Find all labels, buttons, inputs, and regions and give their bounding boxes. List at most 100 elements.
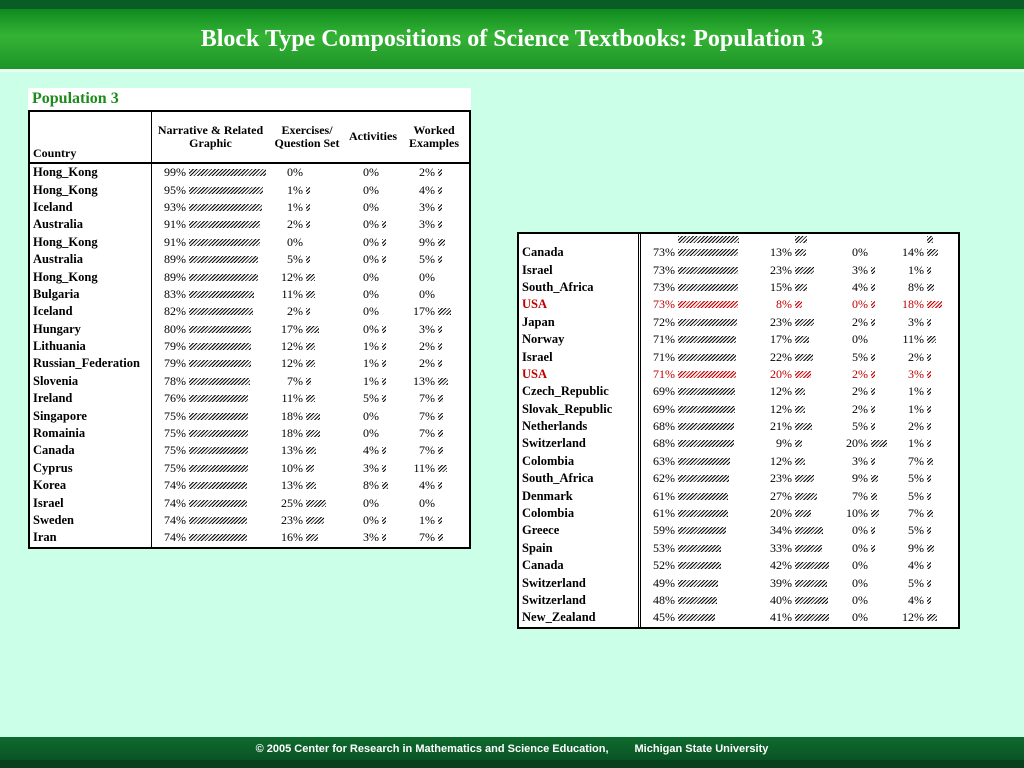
percent-label: 5% [852, 349, 868, 364]
percent-label: 99% [164, 165, 186, 180]
percent-label: 34% [770, 523, 792, 538]
percent-label: 12% [902, 610, 924, 625]
hatched-bar [871, 388, 875, 396]
value-cell: 11% [890, 331, 956, 348]
value-cell: 72% [641, 314, 758, 331]
hatched-bar [438, 395, 444, 403]
country-cell: Canada [519, 244, 641, 262]
value-cell: 20% [758, 366, 834, 383]
percent-label: 0% [363, 304, 379, 319]
hatched-bar [306, 430, 321, 438]
percent-label: 0% [419, 495, 435, 510]
value-cell: 79% [152, 338, 269, 355]
value-cell: 9% [890, 540, 956, 557]
percent-label: 4% [908, 593, 924, 607]
hatched-bar [927, 370, 931, 378]
percent-label: 74% [164, 513, 186, 527]
right-table: Canada 73% 13% 0% 14% Israel 73% 23% 3% 1% South_A… [517, 232, 960, 629]
percent-label: 3% [419, 217, 435, 232]
value-cell: 20% [758, 505, 834, 522]
value-cell: 69% [641, 401, 758, 418]
hatched-bar [795, 492, 818, 500]
hatched-bar [189, 221, 260, 229]
value-cell: 7% [401, 407, 467, 424]
hatched-bar [795, 423, 813, 431]
hatched-bar [382, 360, 386, 368]
percent-label: 62% [653, 471, 675, 486]
value-cell: 23% [269, 512, 345, 529]
value-cell: 18% [269, 407, 345, 424]
value-cell: 3% [401, 321, 467, 338]
percent-label: 33% [770, 540, 792, 555]
value-cell: 89% [152, 251, 269, 268]
table-row: Iceland 93% 1% 0% 3% [30, 198, 469, 217]
table-row: Hong_Kong 91% 0% 0% 9% [30, 233, 469, 251]
hatched-bar [678, 440, 734, 448]
value-cell: 11% [269, 390, 345, 407]
hatched-bar [871, 510, 880, 518]
percent-label: 10% [846, 506, 868, 521]
value-cell: 63% [641, 453, 758, 470]
percent-label: 14% [902, 245, 924, 260]
value-cell: 4% [401, 181, 467, 198]
country-cell: New_Zealand [519, 609, 641, 627]
value-cell: 0% [401, 286, 467, 303]
hatched-bar [189, 343, 251, 351]
table-row: Lithuania 79% 12% 1% 2% [30, 337, 469, 356]
value-cell: 0% [401, 268, 467, 285]
value-cell: 8% [758, 296, 834, 313]
percent-label: 7% [419, 408, 435, 423]
percent-label: 48% [653, 593, 675, 607]
value-cell: 4% [401, 477, 467, 494]
value-cell: 7% [401, 425, 467, 442]
hatched-bar [678, 405, 735, 413]
left-table-body: Hong_Kong 99% 0% 0% 2% Hong_Kong 95% 1% 0% 4% Icel… [30, 164, 469, 547]
percent-label: 83% [164, 286, 186, 301]
value-cell: 71% [641, 366, 758, 383]
percent-label: 7% [908, 506, 924, 521]
table-row: Israel 71% 22% 5% 2% [519, 348, 958, 366]
percent-label: 2% [287, 217, 303, 232]
hatched-bar [795, 562, 830, 570]
country-cell: Colombia [519, 452, 641, 471]
percent-label: 79% [164, 339, 186, 354]
value-cell: 0% [834, 609, 890, 626]
percent-label: 13% [413, 373, 435, 388]
percent-label: 21% [770, 419, 792, 434]
percent-label: 2% [852, 384, 868, 399]
table-row: Colombia 63% 12% 3% 7% [519, 452, 958, 471]
value-cell [890, 234, 956, 244]
hatched-bar [438, 238, 446, 246]
hatched-bar [678, 457, 730, 465]
percent-label: 4% [363, 443, 379, 458]
percent-label: 72% [653, 314, 675, 329]
value-cell: 1% [345, 338, 401, 355]
percent-label: 71% [653, 332, 675, 347]
hatched-bar [678, 336, 737, 344]
hatched-bar [189, 238, 260, 246]
percent-label: 17% [281, 321, 303, 336]
hatched-bar [382, 238, 386, 246]
hatched-bar [927, 510, 933, 518]
table-row: Singapore 75% 18% 0% 7% [30, 407, 469, 425]
percent-label: 1% [908, 401, 924, 416]
value-cell: 0% [834, 592, 890, 609]
table-row: Switzerland 68% 9% 20% 1% [519, 435, 958, 453]
percent-label: 5% [908, 575, 924, 590]
value-cell: 68% [641, 435, 758, 452]
percent-label: 0% [363, 199, 379, 214]
hatched-bar [927, 301, 942, 309]
percent-label: 0% [363, 165, 379, 180]
hatched-bar [382, 534, 386, 542]
value-cell: 74% [152, 494, 269, 511]
table-row: New_Zealand 45% 41% 0% 12% [519, 609, 958, 627]
value-cell: 13% [269, 442, 345, 459]
value-cell: 75% [152, 407, 269, 424]
percent-label: 3% [419, 199, 435, 214]
hatched-bar [795, 318, 814, 326]
percent-label: 13% [770, 245, 792, 260]
value-cell: 71% [641, 348, 758, 365]
value-cell: 2% [269, 216, 345, 233]
table-row: Norway 71% 17% 0% 11% [519, 330, 958, 349]
country-cell: Switzerland [519, 435, 641, 453]
